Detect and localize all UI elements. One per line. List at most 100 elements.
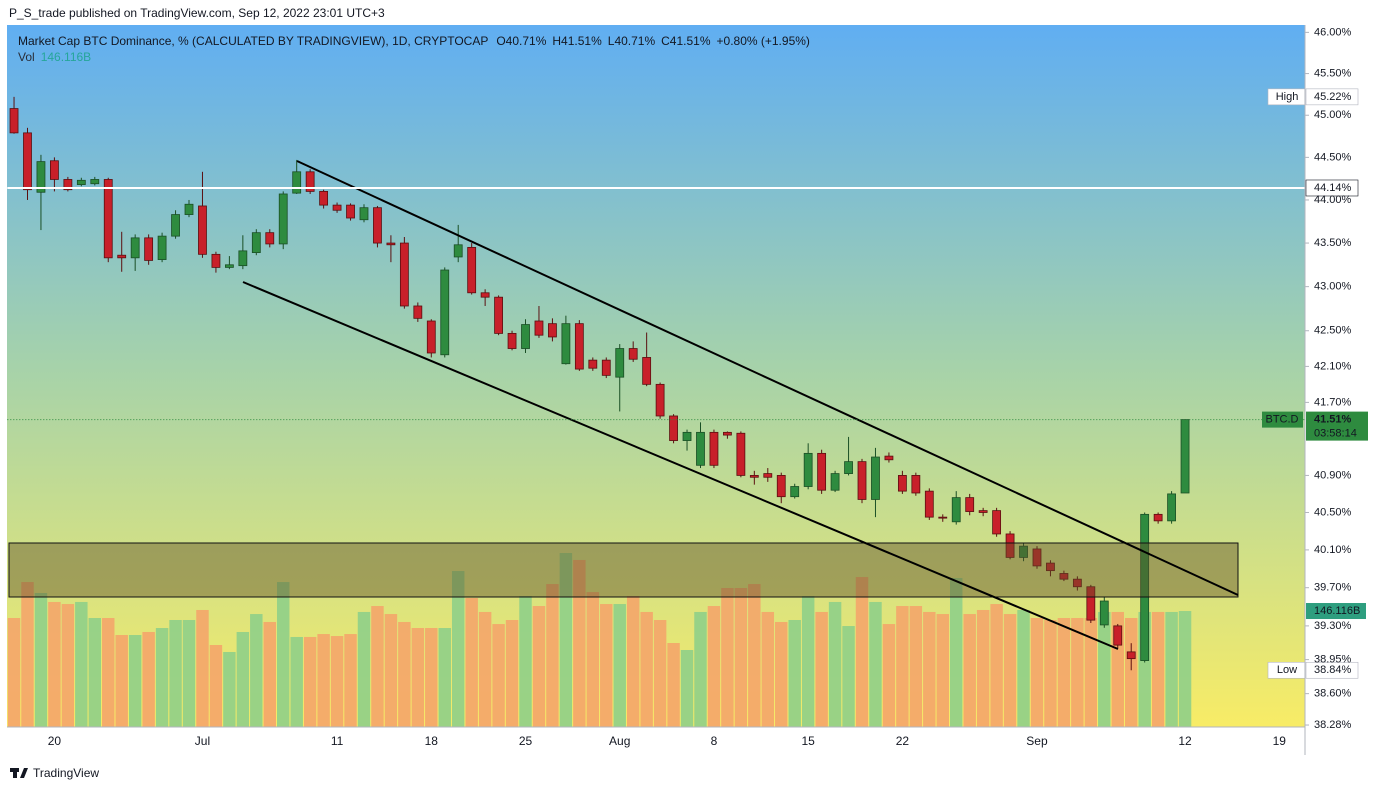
volume-bar	[128, 634, 142, 727]
x-tick-label: 20	[48, 734, 62, 748]
candle-body	[50, 160, 59, 180]
volume-bar	[896, 606, 909, 727]
y-tick-label: 40.90%	[1314, 469, 1352, 481]
volume-bar	[411, 628, 425, 727]
volume-bar	[155, 628, 169, 727]
y-tick-label: 44.50%	[1314, 151, 1352, 163]
volume-bar	[963, 614, 976, 727]
volume-bar	[1071, 618, 1084, 727]
volume-bar	[263, 621, 276, 727]
volume-bar	[1165, 611, 1178, 727]
x-tick-label: 18	[425, 734, 439, 748]
hline-label-box	[1305, 179, 1359, 197]
candle-body	[507, 333, 517, 349]
x-tick-label: Jul	[195, 734, 210, 748]
volume-bar	[317, 634, 330, 727]
candle-body	[534, 320, 544, 336]
y-tick-label: 39.70%	[1314, 582, 1352, 594]
candle-body	[130, 237, 140, 259]
candle-body	[749, 475, 759, 478]
volume-bar	[330, 636, 344, 727]
y-tick-label: 38.60%	[1314, 688, 1352, 700]
x-tick-label: 22	[896, 734, 910, 748]
candle-body	[1126, 651, 1136, 660]
candle-body	[790, 486, 800, 498]
volume-bar	[277, 582, 290, 727]
volume-bar	[640, 611, 653, 727]
candle-body	[386, 242, 396, 246]
candle-body	[1059, 573, 1069, 580]
volume-bar	[236, 631, 250, 727]
volume-bar	[626, 596, 640, 727]
candle-body	[265, 232, 275, 245]
volume-bar	[694, 611, 707, 727]
overlay: 44.14% BTC.D 41.51% 03:58:14 146.116B High 45.…	[7, 88, 1368, 679]
volume-value: 146.116B	[41, 50, 92, 64]
volume-bar	[586, 592, 600, 727]
volume-bar	[478, 611, 492, 727]
candle-body	[1046, 562, 1055, 572]
volume-bar	[142, 631, 155, 727]
candle-body	[359, 207, 369, 221]
volume-bar	[882, 624, 896, 727]
volume-name: Vol	[18, 50, 35, 64]
candle-body	[817, 452, 827, 491]
volume-bar	[707, 606, 721, 727]
volume-bar	[102, 618, 115, 727]
candle-body	[911, 475, 921, 494]
volume-bar	[492, 624, 505, 727]
volume-bar	[613, 604, 626, 727]
candle-body	[198, 205, 207, 255]
candle-body	[857, 461, 867, 500]
candle-body	[467, 246, 477, 294]
candle-body	[897, 475, 907, 492]
candle-body	[1140, 513, 1150, 661]
volume-bar	[303, 636, 317, 727]
y-tick-label: 46.00%	[1314, 26, 1352, 38]
volume-bar	[425, 628, 438, 727]
x-tick-label: 25	[519, 734, 533, 748]
candle-body	[453, 244, 463, 258]
candle-body	[696, 431, 705, 466]
volume-bar	[828, 601, 842, 727]
candle-body	[601, 359, 611, 376]
candle-body	[319, 191, 329, 206]
volume-bar	[1003, 614, 1017, 727]
volume-bar	[909, 606, 923, 727]
candle-body	[763, 473, 773, 478]
candle-body	[574, 323, 584, 370]
volume-bar	[923, 611, 936, 727]
candle-body	[924, 490, 934, 518]
volume-bar	[761, 611, 775, 727]
volume-bar	[75, 601, 88, 727]
trend-line	[242, 281, 1119, 650]
candle-body	[224, 264, 234, 268]
volume-bar	[775, 621, 788, 727]
candle-body	[965, 497, 975, 512]
y-tick-label: 44.00%	[1314, 194, 1352, 206]
volume-bar	[438, 628, 451, 727]
candle-body	[346, 204, 355, 219]
x-tick-label: Sep	[1026, 734, 1048, 748]
y-tick-label: 42.50%	[1314, 325, 1352, 337]
y-tick-label: 43.00%	[1314, 281, 1352, 293]
candle-body	[305, 171, 315, 192]
volume-bar	[788, 619, 801, 727]
candle-body	[1005, 533, 1015, 558]
candle-body	[669, 415, 678, 441]
candle-body	[1180, 419, 1190, 494]
volume-bar	[1084, 618, 1098, 727]
volume-bar	[182, 619, 196, 727]
marks	[7, 96, 1192, 727]
y-tick-label: 40.50%	[1314, 506, 1352, 518]
candle-body	[144, 237, 154, 261]
candle-body	[399, 242, 409, 307]
candle-body	[1019, 545, 1028, 558]
high-marker-text: High	[1276, 91, 1299, 103]
volume-bar	[1151, 611, 1165, 727]
candle-body	[90, 179, 100, 185]
candle-body	[548, 323, 557, 338]
volume-bar	[223, 651, 236, 727]
volume-bar	[209, 645, 223, 727]
candle-body	[494, 296, 503, 334]
